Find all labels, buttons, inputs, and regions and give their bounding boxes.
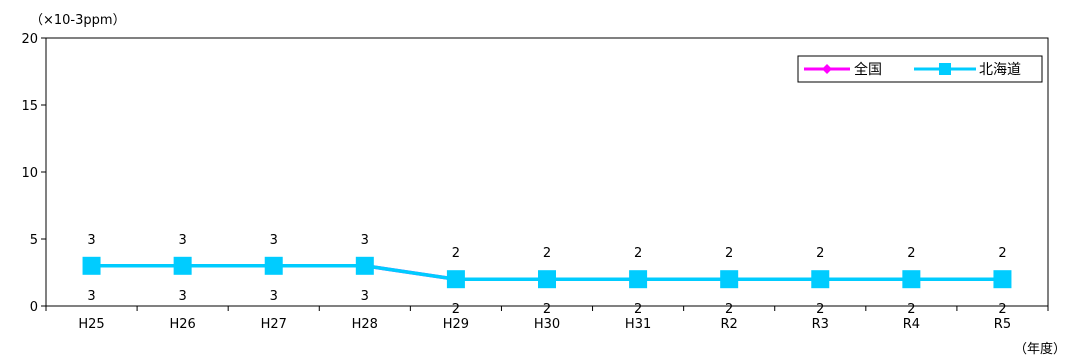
x-tick-label: H30 (534, 317, 560, 332)
legend-label-zenkoku: 全国 (854, 61, 882, 78)
x-tick-label: R3 (812, 317, 829, 332)
data-label: 2 (998, 246, 1006, 261)
plot-area (45, 37, 1049, 307)
data-label: 3 (178, 233, 186, 248)
data-label: 2 (634, 246, 642, 261)
data-point-square (355, 256, 374, 275)
data-label: 3 (87, 233, 95, 248)
x-tick-label: H25 (78, 317, 104, 332)
data-label: 3 (361, 289, 369, 304)
data-label: 3 (361, 233, 369, 248)
y-tick-label: 10 (21, 166, 38, 181)
data-point-square (173, 256, 192, 275)
x-tick-label: H26 (169, 317, 195, 332)
data-point-square (446, 270, 465, 289)
data-label: 3 (87, 289, 95, 304)
x-unit-label: （年度） (1014, 341, 1066, 357)
legend: 全国 北海道 (797, 55, 1043, 83)
data-point-square (538, 270, 556, 289)
y-tick-label: 0 (30, 300, 38, 315)
y-tick-label: 15 (21, 99, 38, 114)
data-label: 2 (816, 302, 824, 317)
data-label: 3 (270, 289, 278, 304)
legend-label-hokkaido: 北海道 (979, 62, 1021, 78)
y-axis: 0 5 10 15 20 (21, 32, 46, 315)
data-label: 2 (452, 302, 460, 317)
data-point-square (82, 256, 101, 275)
x-tick-label: H29 (443, 317, 469, 332)
data-point-square (902, 270, 921, 289)
x-tick-label: H31 (625, 317, 651, 332)
data-label: 3 (270, 233, 278, 248)
data-label: 2 (634, 302, 642, 317)
y-tick-label: 5 (30, 233, 38, 248)
legend-marker-diamond (822, 64, 832, 74)
data-label: 2 (998, 302, 1006, 317)
x-tick-label: R4 (903, 317, 920, 332)
series-layer (82, 256, 1012, 289)
data-label: 3 (178, 289, 186, 304)
data-label: 2 (543, 246, 551, 261)
data-point-square (720, 270, 739, 289)
x-tick-label: H28 (352, 317, 378, 332)
data-point-square (811, 270, 830, 289)
data-point-square (993, 270, 1012, 289)
x-tick-label: R2 (721, 317, 738, 332)
data-label: 2 (452, 246, 460, 261)
data-labels: 3 3 3 3 2 2 2 2 2 2 2 3 3 3 3 2 2 2 2 2 2 2 (87, 233, 1006, 317)
x-tick-label: H27 (261, 317, 287, 332)
data-point-square (629, 270, 648, 289)
data-label: 2 (907, 302, 915, 317)
legend-marker-square (939, 63, 951, 75)
data-label: 2 (543, 302, 551, 317)
y-unit-label: （×10-3ppm） (30, 13, 126, 28)
y-tick-label: 20 (21, 32, 38, 47)
data-label: 2 (816, 246, 824, 261)
x-tick-label: R5 (994, 317, 1011, 332)
data-label: 2 (907, 246, 915, 261)
x-axis: H25 H26 H27 H28 H29 H30 H31 R2 R3 R4 R5 (45, 306, 1049, 332)
data-label: 2 (725, 302, 733, 317)
data-point-square (264, 256, 283, 275)
data-label: 2 (725, 246, 733, 261)
